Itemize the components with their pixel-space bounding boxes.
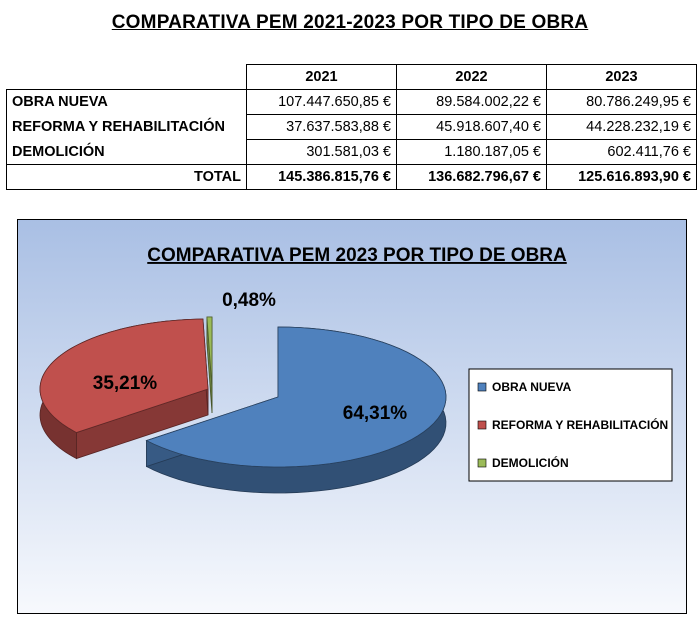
table-cell: 107.447.650,85 € (246, 89, 397, 115)
chart-title: COMPARATIVA PEM 2023 POR TIPO DE OBRA (147, 245, 567, 266)
legend-swatch (477, 458, 487, 468)
table-cell: 45.918.607,40 € (396, 114, 547, 140)
pie-chart-svg: COMPARATIVA PEM 2023 POR TIPO DE OBRA 64… (17, 219, 687, 614)
legend-label: DEMOLICIÓN (492, 455, 569, 470)
table-cell: 1.180.187,05 € (396, 139, 547, 165)
table-header-year: 2021 (246, 64, 397, 90)
total-label: TOTAL (6, 164, 247, 190)
pie-value-label: 0,48% (222, 290, 276, 311)
table-header-year: 2023 (546, 64, 697, 90)
table-total-row: TOTAL 145.386.815,76 € 136.682.796,67 € … (6, 164, 697, 190)
pie-slice-1 (145, 326, 447, 494)
table-cell: 89.584.002,22 € (396, 89, 547, 115)
pie-slice-2 (39, 318, 209, 460)
pie-value-label: 35,21% (93, 373, 158, 394)
table-header-blank (7, 65, 247, 90)
legend-box (468, 368, 673, 482)
pie-layer: 64,31% 35,21% 0,48% (39, 290, 447, 494)
table-cell: 301.581,03 € (246, 139, 397, 165)
table-row: REFORMA Y REHABILITACIÓN 37.637.583,88 €… (6, 114, 697, 140)
legend-label: REFORMA Y REHABILITACIÓN (492, 417, 668, 432)
row-label: REFORMA Y REHABILITACIÓN (6, 114, 247, 140)
legend: OBRA NUEVA REFORMA Y REHABILITACIÓN DEMOLI… (477, 380, 668, 470)
total-cell: 136.682.796,67 € (396, 164, 547, 190)
pie-slice-3 (206, 316, 213, 414)
table-header-row: 2021 2022 2023 (7, 64, 697, 90)
pem-table: 2021 2022 2023 OBRA NUEVA 107.447.650,85… (6, 64, 697, 190)
pie-slice-top (206, 316, 213, 388)
table-row: DEMOLICIÓN 301.581,03 € 1.180.187,05 € 6… (6, 139, 697, 165)
table-header-year: 2022 (396, 64, 547, 90)
pie-slice-top (145, 326, 447, 468)
table-row: OBRA NUEVA 107.447.650,85 € 89.584.002,2… (6, 89, 697, 115)
pie-slice-top (39, 318, 209, 433)
legend-label: OBRA NUEVA (492, 380, 572, 394)
total-cell: 125.616.893,90 € (546, 164, 697, 190)
pie-chart: COMPARATIVA PEM 2023 POR TIPO DE OBRA 64… (17, 219, 687, 614)
table-cell: 80.786.249,95 € (546, 89, 697, 115)
legend-swatch (477, 382, 487, 392)
row-label: DEMOLICIÓN (6, 139, 247, 165)
page-title: COMPARATIVA PEM 2021-2023 POR TIPO DE OB… (111, 12, 589, 33)
row-label: OBRA NUEVA (6, 89, 247, 115)
total-cell: 145.386.815,76 € (246, 164, 397, 190)
table-cell: 37.637.583,88 € (246, 114, 397, 140)
table-cell: 44.228.232,19 € (546, 114, 697, 140)
table-cell: 602.411,76 € (546, 139, 697, 165)
legend-swatch (477, 420, 487, 430)
pie-value-label: 64,31% (343, 403, 408, 424)
